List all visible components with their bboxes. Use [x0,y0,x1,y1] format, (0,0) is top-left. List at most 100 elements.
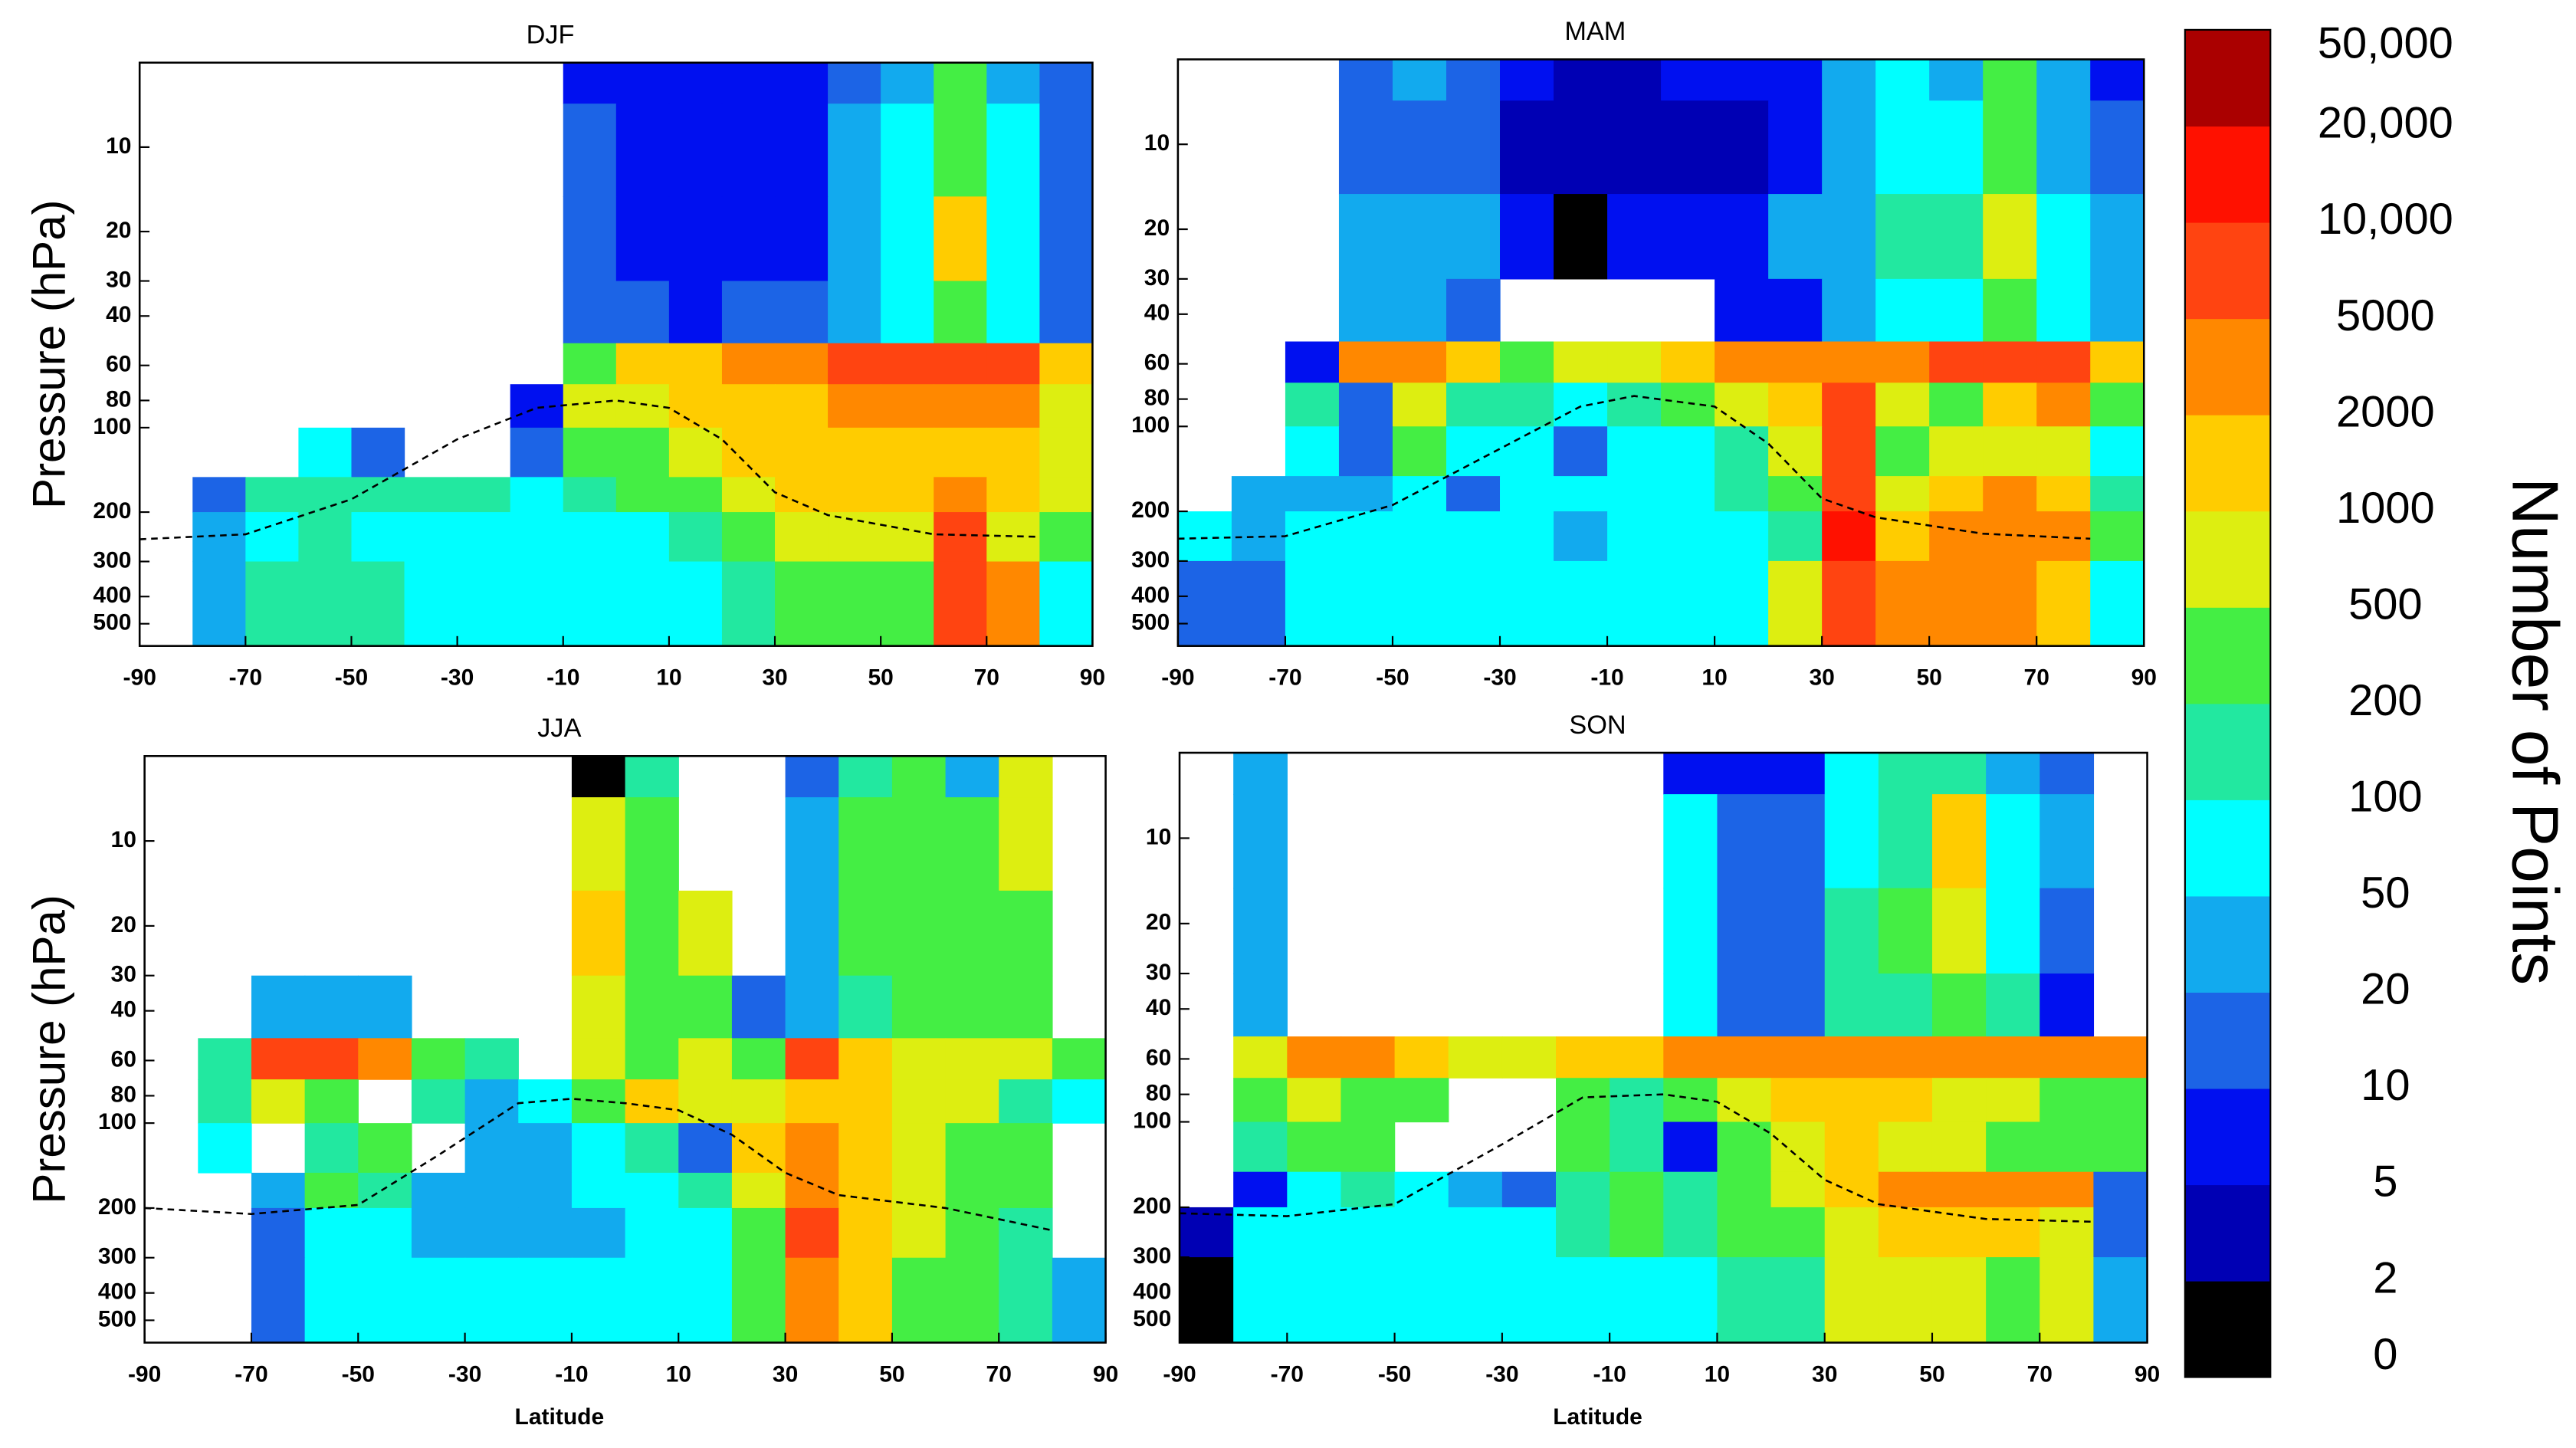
heatmap-cell [775,103,829,198]
heatmap-cell [411,1038,466,1080]
heatmap-cell [891,1038,947,1080]
heatmap-cell [986,281,1040,344]
heatmap-cell [615,281,670,344]
heatmap-cell [1986,1171,2040,1208]
heatmap-cell [1233,1078,1288,1123]
heatmap-cell [251,1079,306,1124]
heatmap-cell [1768,278,1823,343]
heatmap-cell [2039,1121,2095,1173]
heatmap-cell [1446,560,1501,647]
heatmap-cell [625,797,679,891]
heatmap-cell [1052,1038,1107,1080]
heatmap-cell [721,512,776,563]
heatmap-cell [1878,1078,1933,1123]
heatmap-cell [891,975,947,1039]
heatmap-cell [1931,753,1987,795]
heatmap-cell [1663,753,1718,795]
y-tick-label: 60 [111,1046,136,1072]
heatmap-cell [358,975,412,1039]
heatmap-cell [1770,1121,1826,1173]
heatmap-cell [1392,59,1447,101]
heatmap-cell [721,427,776,478]
heatmap-cell [1233,1257,1288,1344]
heatmap-cell [1039,62,1094,104]
heatmap-cell [1875,426,1930,477]
heatmap-cell [2090,194,2144,280]
y-tick-label: 300 [1131,547,1170,573]
heatmap-cell [1986,888,2040,974]
plot-frame [143,755,1107,1344]
heatmap-cell [775,427,829,478]
heatmap-cell [1607,426,1662,477]
heatmap-cell [1610,1207,1664,1258]
y-tick-label: 100 [98,1109,136,1134]
heatmap-cell [999,1257,1053,1344]
colorbar-swatch [2184,1088,2271,1186]
heatmap-cell [828,62,881,104]
heatmap-cell [668,343,723,385]
heatmap-cell [731,1257,786,1344]
heatmap-cell [298,512,353,563]
heatmap-cell [571,975,626,1039]
heatmap-cell [1822,476,1876,512]
heatmap-cell [945,890,999,977]
heatmap-cell [721,561,776,647]
x-tick-label: -30 [1485,1361,1518,1387]
heatmap-cell [298,561,353,647]
heatmap-cell [828,384,881,428]
heatmap-cell [775,477,829,513]
heatmap-cell [298,427,353,478]
heatmap-cell [668,281,723,344]
heatmap-cell [775,196,829,282]
heatmap-cell [1394,1078,1449,1123]
heatmap-cell [1770,753,1826,795]
y-tick-label: 400 [93,583,131,608]
heatmap-cell [1610,1171,1664,1208]
colorbar-swatch [2184,511,2271,608]
heatmap-cell [1233,1121,1288,1173]
heatmap-cell [1177,560,1232,647]
heatmap-cell [1663,794,1718,889]
heatmap-cell [1285,341,1340,383]
heatmap-cell [1929,278,1984,343]
heatmap-cell [1986,1257,2040,1344]
heatmap-cell [2039,1078,2095,1123]
heatmap-cell [510,512,564,563]
heatmap-cell [1446,278,1501,343]
y-tick-label: 40 [111,997,136,1023]
heatmap-cell [2036,341,2091,383]
heatmap-cell [731,1123,786,1174]
x-tick-label: -90 [128,1361,161,1387]
x-tick-label: -10 [555,1361,588,1387]
heatmap-cell [1556,1078,1610,1123]
heatmap-cell [1715,59,1769,101]
heatmap-cell [1822,511,1876,562]
heatmap-cell [351,512,405,563]
heatmap-cell [785,1172,839,1209]
heatmap-cell [1717,1121,1772,1173]
heatmap-cell [1875,560,1930,647]
heatmap-cell [1663,1036,1718,1079]
heatmap-cell [1392,560,1447,647]
heatmap-cell [1715,560,1769,647]
heatmap-cell [251,975,306,1039]
heatmap-cell [775,512,829,563]
heatmap-cell [518,1172,573,1209]
heatmap-cell [1446,511,1501,562]
heatmap-cell [1501,1257,1557,1344]
heatmap-cell [986,103,1040,198]
heatmap-cell [1661,511,1715,562]
heatmap-cell [571,890,626,977]
x-tick-label: -30 [448,1361,481,1387]
heatmap-cell [785,1257,839,1344]
heatmap-cell [625,1038,679,1080]
heatmap-cell [838,1123,893,1174]
heatmap-cell [411,1079,466,1124]
heatmap-cell [1983,476,2037,512]
heatmap-cell [1931,794,1987,889]
heatmap-cell [1715,194,1769,280]
heatmap-cell [510,384,564,428]
heatmap-cell [934,103,987,198]
heatmap-cell [198,1038,252,1080]
heatmap-cell [1822,59,1876,101]
